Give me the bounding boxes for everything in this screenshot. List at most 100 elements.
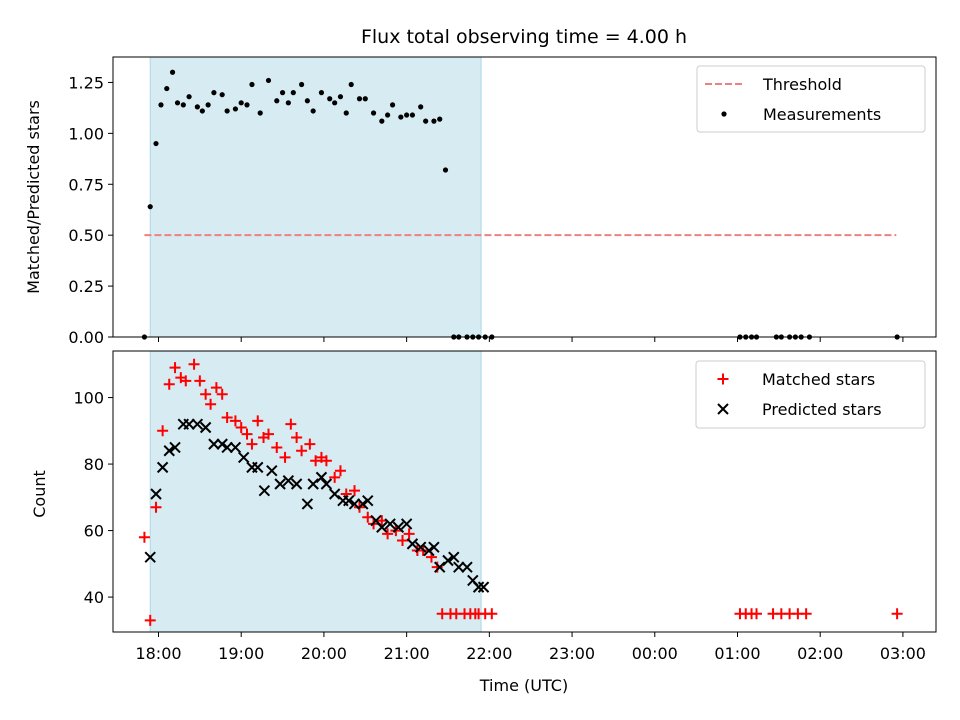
data-point (356, 96, 363, 102)
data-point (290, 90, 296, 96)
data-point (263, 428, 275, 440)
y-tick-label: 1.25 (68, 73, 104, 92)
data-point (216, 388, 228, 400)
data-point (180, 102, 186, 108)
data-point (310, 108, 316, 114)
legend-label: Measurements (763, 105, 881, 124)
data-point (183, 418, 195, 430)
data-point (274, 98, 280, 104)
x-axis-label: Time (UTC) (479, 676, 568, 695)
legend-marker-swatch (717, 373, 729, 385)
data-point (320, 455, 332, 467)
data-point (298, 81, 305, 88)
data-point (174, 100, 181, 106)
data-point (252, 415, 264, 427)
legend-label: Predicted stars (762, 400, 882, 419)
plot-frame (112, 350, 937, 633)
data-point (376, 521, 388, 533)
data-point (188, 358, 200, 370)
data-point (348, 498, 361, 510)
data-point (320, 478, 333, 490)
data-point (385, 112, 391, 118)
data-point (800, 608, 812, 620)
data-point (200, 388, 212, 400)
data-point (398, 114, 404, 120)
data-point (453, 561, 465, 573)
y-tick-label: 0.50 (68, 226, 104, 245)
series-predicted-stars (144, 418, 490, 593)
data-point (279, 90, 286, 96)
data-point (477, 581, 490, 593)
data-point (210, 382, 222, 394)
data-point (169, 441, 181, 454)
data-point (315, 471, 328, 484)
data-point (486, 608, 498, 620)
data-point (334, 465, 346, 477)
data-point (150, 488, 162, 500)
data-point (384, 518, 396, 530)
data-point (208, 438, 220, 450)
panel-ratio: 0.00 0.25 0.50 0.75 1.00 1.25 Threshold Measure… (68, 56, 937, 347)
data-point (244, 102, 250, 108)
data-point (235, 421, 247, 433)
data-point (318, 90, 325, 96)
bottom-y-axis-label: Count (30, 470, 49, 518)
panel-count: 40 60 80 100 18:00 19:00 20:00 21:00 22:00 23:00 0… (73, 350, 937, 663)
data-point (229, 415, 241, 427)
data-point (409, 112, 416, 118)
data-point (362, 96, 368, 102)
data-point (205, 398, 217, 410)
data-point (285, 418, 297, 430)
data-point (199, 421, 212, 434)
data-point (194, 375, 206, 387)
data-point (404, 112, 410, 118)
data-point (337, 94, 344, 100)
chart-title: Flux total observing time = 4.00 h (361, 26, 687, 48)
data-point (191, 418, 204, 430)
data-point (291, 431, 303, 443)
y-tick-label: 0.25 (68, 277, 104, 296)
data-point (304, 98, 310, 104)
data-point (180, 375, 192, 387)
data-point (271, 441, 283, 453)
y-tick-label: 0.75 (68, 175, 104, 194)
x-tick-label: 20:00 (301, 644, 347, 663)
data-point (246, 438, 258, 450)
x-tick-label: 03:00 (880, 644, 926, 663)
data-point (751, 608, 763, 620)
data-point (138, 531, 150, 543)
data-point (472, 581, 485, 593)
data-point (266, 465, 278, 477)
data-point (461, 561, 473, 573)
data-point (282, 474, 295, 487)
data-point (194, 104, 200, 110)
data-point (186, 94, 192, 100)
y-tick-label: 80 (84, 455, 104, 474)
data-point (392, 521, 405, 533)
data-point (156, 461, 169, 474)
data-point (144, 614, 156, 626)
data-point (221, 412, 233, 424)
top-y-axis-label: Matched/Predicted stars (24, 100, 43, 294)
data-point (232, 106, 239, 112)
data-point (423, 118, 429, 124)
data-point (414, 541, 427, 553)
data-point (169, 69, 176, 75)
data-point (265, 77, 272, 84)
data-point (431, 118, 437, 124)
data-point (158, 102, 164, 108)
data-point (434, 561, 446, 573)
data-point (163, 445, 175, 457)
x-tick-label: 21:00 (384, 644, 430, 663)
data-point (406, 538, 419, 550)
data-point (169, 362, 181, 374)
x-tick-label: 23:00 (549, 644, 595, 663)
data-point (328, 488, 341, 500)
data-point (157, 425, 169, 437)
x-tick-label: 02:00 (797, 644, 843, 663)
data-point (257, 110, 263, 116)
data-point (307, 478, 319, 490)
data-point (400, 518, 413, 530)
data-point (304, 438, 316, 450)
